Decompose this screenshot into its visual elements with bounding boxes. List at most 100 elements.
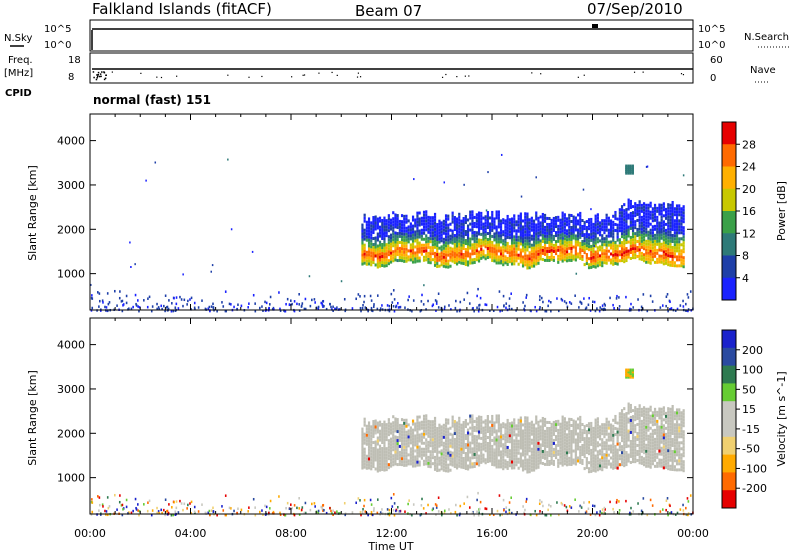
power-cell	[122, 304, 124, 307]
power-cell	[495, 216, 498, 220]
velocity-cell	[612, 424, 615, 428]
power-cell	[678, 255, 681, 259]
velocity-cell	[378, 459, 382, 463]
velocity-cell	[449, 450, 452, 454]
power-cell	[436, 244, 439, 248]
power-cell	[629, 247, 632, 251]
velocity-cell	[605, 462, 608, 466]
power-cell	[500, 260, 502, 263]
velocity-cell	[440, 452, 443, 456]
velocity-cell	[557, 464, 560, 468]
velocity-cell	[660, 416, 663, 420]
power-cell	[451, 241, 454, 245]
velocity-cell	[469, 420, 472, 424]
power-cell	[374, 224, 377, 228]
power-cell	[170, 309, 173, 313]
velocity-cell	[438, 438, 441, 442]
power-cell	[416, 256, 419, 260]
power-cell	[605, 252, 608, 256]
power-cell	[550, 218, 553, 222]
power-cell	[673, 243, 676, 247]
power-cell	[539, 233, 542, 237]
power-cell	[524, 221, 527, 225]
power-cell	[374, 251, 377, 255]
power-cell	[371, 309, 374, 313]
power-cell	[581, 243, 584, 247]
power-cell	[508, 233, 511, 237]
velocity-cell	[526, 419, 529, 423]
velocity-cell	[383, 432, 386, 436]
power-cell	[517, 241, 520, 245]
power-cell	[284, 309, 287, 313]
velocity-cell	[634, 460, 637, 464]
power-cell	[631, 229, 635, 233]
velocity-cell	[513, 418, 516, 422]
power-cell	[587, 257, 591, 261]
velocity-cell	[620, 448, 624, 452]
velocity-cell	[383, 459, 386, 463]
power-cell	[304, 307, 307, 311]
velocity-cell	[673, 423, 676, 427]
velocity-cell	[636, 413, 639, 417]
power-cell	[570, 258, 573, 262]
velocity-cell	[658, 410, 661, 414]
power-cell	[389, 251, 393, 255]
power-cell	[466, 218, 470, 222]
velocity-cell	[587, 428, 591, 432]
power-cell	[330, 305, 332, 309]
velocity-cell	[557, 449, 560, 453]
velocity-cell	[480, 460, 483, 464]
power-cell	[469, 240, 472, 244]
power-cell	[491, 243, 494, 247]
velocity-cell	[383, 453, 386, 457]
power-cell	[557, 260, 560, 264]
power-cell	[673, 222, 676, 226]
power-cell	[675, 207, 679, 211]
power-cell	[614, 249, 617, 253]
power-cell	[638, 224, 641, 228]
power-cell	[323, 304, 325, 308]
velocity-cell	[491, 426, 494, 430]
power-cell	[475, 255, 478, 259]
power-cell	[228, 302, 231, 306]
velocity-cell	[680, 426, 683, 430]
velocity-cell	[447, 469, 450, 473]
power-cell	[498, 290, 501, 293]
velocity-cell	[444, 433, 448, 437]
power-cell	[675, 237, 679, 241]
velocity-cell	[605, 420, 608, 424]
power-cell	[471, 213, 474, 217]
velocity-cell	[471, 465, 474, 469]
power-cell	[656, 239, 659, 243]
power-cell	[537, 246, 540, 250]
velocity-cell	[378, 432, 382, 436]
power-cell	[594, 265, 597, 269]
power-cell	[609, 296, 611, 300]
power-cell	[614, 243, 617, 247]
velocity-cell	[453, 450, 456, 454]
power-cell	[625, 253, 628, 257]
power-cell	[583, 221, 586, 225]
velocity-cell	[389, 443, 393, 447]
velocity-cell	[616, 448, 619, 452]
velocity-cell	[466, 452, 470, 456]
power-cell	[662, 229, 665, 233]
power-cell	[669, 230, 672, 234]
velocity-cell	[493, 463, 496, 467]
velocity-cell	[546, 450, 549, 454]
velocity-cell	[372, 450, 375, 454]
power-cell	[667, 206, 670, 210]
velocity-cell	[592, 462, 595, 466]
velocity-cell	[561, 460, 564, 464]
power-cell	[537, 249, 540, 253]
power-cell	[493, 220, 496, 224]
power-cell	[471, 234, 474, 238]
power-cell	[642, 241, 646, 245]
velocity-cell	[535, 430, 538, 434]
power-cell	[451, 250, 454, 254]
power-cell	[627, 240, 630, 244]
power-cell	[427, 236, 430, 240]
power-cell	[524, 230, 527, 234]
power-cell	[361, 244, 364, 248]
velocity-cell	[614, 462, 617, 466]
